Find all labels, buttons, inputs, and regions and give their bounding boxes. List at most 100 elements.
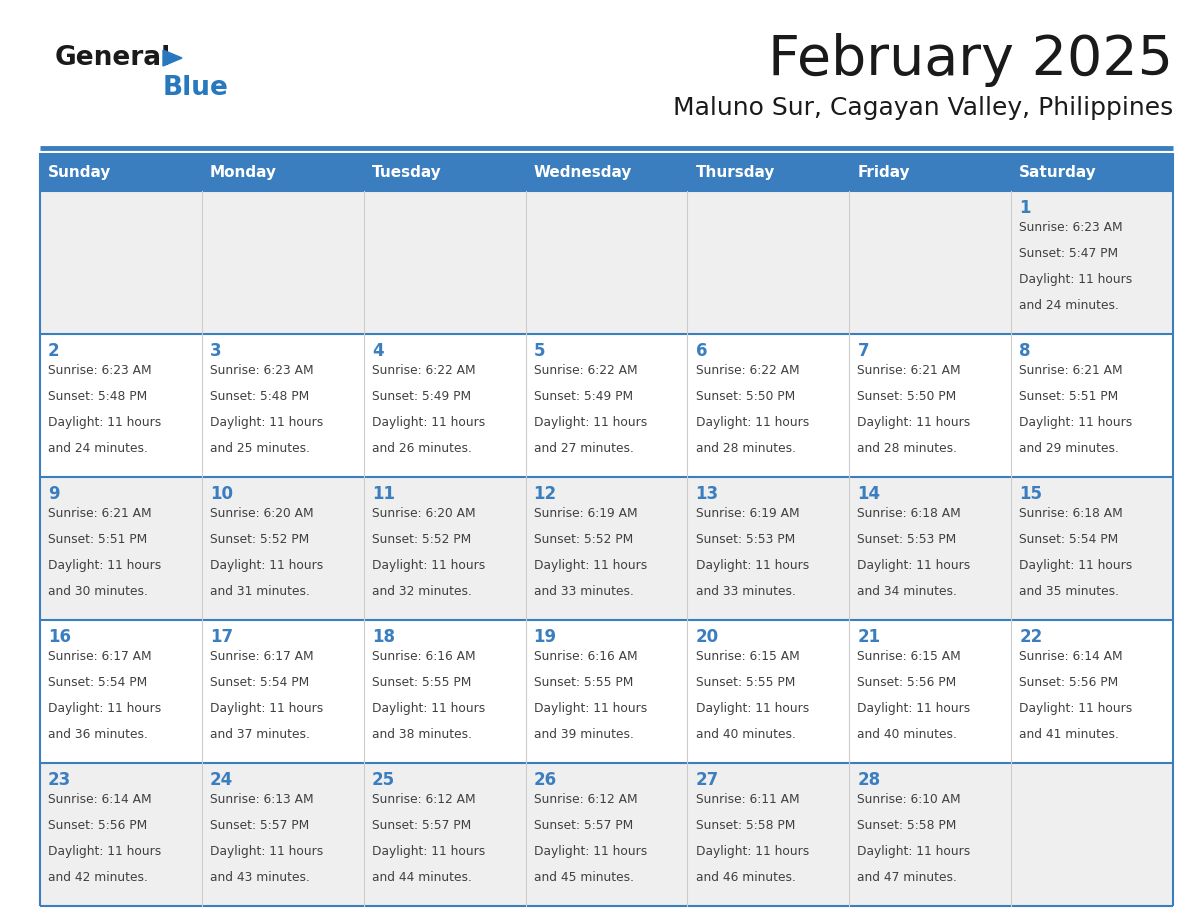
Text: Sunrise: 6:14 AM: Sunrise: 6:14 AM <box>48 793 152 806</box>
Text: Sunset: 5:54 PM: Sunset: 5:54 PM <box>48 676 147 689</box>
Text: 27: 27 <box>695 771 719 789</box>
Text: Daylight: 11 hours: Daylight: 11 hours <box>48 702 162 715</box>
Text: 9: 9 <box>48 485 59 503</box>
Text: Sunday: Sunday <box>48 164 112 180</box>
Text: and 35 minutes.: and 35 minutes. <box>1019 585 1119 598</box>
Text: 16: 16 <box>48 628 71 646</box>
Text: Daylight: 11 hours: Daylight: 11 hours <box>533 845 647 858</box>
Text: Daylight: 11 hours: Daylight: 11 hours <box>695 559 809 572</box>
Bar <box>40 191 1173 334</box>
Text: and 40 minutes.: and 40 minutes. <box>858 728 958 741</box>
Text: Daylight: 11 hours: Daylight: 11 hours <box>48 416 162 429</box>
Text: Daylight: 11 hours: Daylight: 11 hours <box>858 702 971 715</box>
Text: Sunrise: 6:20 AM: Sunrise: 6:20 AM <box>210 507 314 520</box>
Text: 25: 25 <box>372 771 394 789</box>
Bar <box>40 477 1173 620</box>
Text: Sunset: 5:55 PM: Sunset: 5:55 PM <box>372 676 472 689</box>
Text: Sunrise: 6:12 AM: Sunrise: 6:12 AM <box>372 793 475 806</box>
Text: and 34 minutes.: and 34 minutes. <box>858 585 958 598</box>
Text: Daylight: 11 hours: Daylight: 11 hours <box>1019 559 1132 572</box>
Text: and 25 minutes.: and 25 minutes. <box>210 442 310 455</box>
Text: Daylight: 11 hours: Daylight: 11 hours <box>695 845 809 858</box>
Text: and 41 minutes.: and 41 minutes. <box>1019 728 1119 741</box>
Text: Sunset: 5:55 PM: Sunset: 5:55 PM <box>695 676 795 689</box>
Text: Daylight: 11 hours: Daylight: 11 hours <box>48 559 162 572</box>
Text: Sunset: 5:50 PM: Sunset: 5:50 PM <box>858 390 956 403</box>
Text: Daylight: 11 hours: Daylight: 11 hours <box>210 559 323 572</box>
Text: General: General <box>55 45 171 71</box>
Text: Sunrise: 6:23 AM: Sunrise: 6:23 AM <box>1019 221 1123 234</box>
Text: Sunset: 5:49 PM: Sunset: 5:49 PM <box>372 390 470 403</box>
Text: Sunrise: 6:19 AM: Sunrise: 6:19 AM <box>695 507 800 520</box>
Text: Sunrise: 6:14 AM: Sunrise: 6:14 AM <box>1019 650 1123 663</box>
Text: Sunset: 5:49 PM: Sunset: 5:49 PM <box>533 390 633 403</box>
Text: Daylight: 11 hours: Daylight: 11 hours <box>372 702 485 715</box>
Text: Daylight: 11 hours: Daylight: 11 hours <box>858 845 971 858</box>
Text: Daylight: 11 hours: Daylight: 11 hours <box>210 702 323 715</box>
Text: Sunset: 5:51 PM: Sunset: 5:51 PM <box>1019 390 1118 403</box>
Text: Daylight: 11 hours: Daylight: 11 hours <box>210 416 323 429</box>
Text: 20: 20 <box>695 628 719 646</box>
Text: Sunset: 5:53 PM: Sunset: 5:53 PM <box>695 533 795 546</box>
Text: Thursday: Thursday <box>695 164 775 180</box>
Text: 14: 14 <box>858 485 880 503</box>
Text: and 44 minutes.: and 44 minutes. <box>372 871 472 884</box>
Text: and 33 minutes.: and 33 minutes. <box>695 585 796 598</box>
Text: Maluno Sur, Cagayan Valley, Philippines: Maluno Sur, Cagayan Valley, Philippines <box>672 96 1173 120</box>
Text: and 28 minutes.: and 28 minutes. <box>858 442 958 455</box>
Text: Daylight: 11 hours: Daylight: 11 hours <box>1019 702 1132 715</box>
Text: Daylight: 11 hours: Daylight: 11 hours <box>372 416 485 429</box>
Text: Daylight: 11 hours: Daylight: 11 hours <box>210 845 323 858</box>
Text: Sunset: 5:58 PM: Sunset: 5:58 PM <box>858 819 956 832</box>
Text: Friday: Friday <box>858 164 910 180</box>
Text: Sunrise: 6:18 AM: Sunrise: 6:18 AM <box>1019 507 1123 520</box>
Text: and 43 minutes.: and 43 minutes. <box>210 871 310 884</box>
Text: and 33 minutes.: and 33 minutes. <box>533 585 633 598</box>
Text: 3: 3 <box>210 342 222 360</box>
Bar <box>40 763 1173 906</box>
Text: and 40 minutes.: and 40 minutes. <box>695 728 796 741</box>
Text: 23: 23 <box>48 771 71 789</box>
Text: 4: 4 <box>372 342 384 360</box>
Text: Sunset: 5:50 PM: Sunset: 5:50 PM <box>695 390 795 403</box>
Text: 21: 21 <box>858 628 880 646</box>
Text: Sunset: 5:56 PM: Sunset: 5:56 PM <box>858 676 956 689</box>
Text: Sunrise: 6:23 AM: Sunrise: 6:23 AM <box>48 364 152 377</box>
Text: and 32 minutes.: and 32 minutes. <box>372 585 472 598</box>
Text: 24: 24 <box>210 771 233 789</box>
Text: Sunrise: 6:21 AM: Sunrise: 6:21 AM <box>858 364 961 377</box>
Text: 17: 17 <box>210 628 233 646</box>
Text: Sunrise: 6:21 AM: Sunrise: 6:21 AM <box>1019 364 1123 377</box>
Bar <box>40 153 1173 191</box>
Text: Sunset: 5:57 PM: Sunset: 5:57 PM <box>210 819 309 832</box>
Text: Sunrise: 6:12 AM: Sunrise: 6:12 AM <box>533 793 637 806</box>
Text: and 38 minutes.: and 38 minutes. <box>372 728 472 741</box>
Text: Daylight: 11 hours: Daylight: 11 hours <box>695 416 809 429</box>
Text: 5: 5 <box>533 342 545 360</box>
Text: 15: 15 <box>1019 485 1042 503</box>
Text: Sunrise: 6:21 AM: Sunrise: 6:21 AM <box>48 507 152 520</box>
Text: Sunset: 5:52 PM: Sunset: 5:52 PM <box>210 533 309 546</box>
Text: 7: 7 <box>858 342 868 360</box>
Text: Sunrise: 6:22 AM: Sunrise: 6:22 AM <box>533 364 637 377</box>
Text: Sunrise: 6:19 AM: Sunrise: 6:19 AM <box>533 507 637 520</box>
Text: and 47 minutes.: and 47 minutes. <box>858 871 958 884</box>
Text: Sunset: 5:56 PM: Sunset: 5:56 PM <box>48 819 147 832</box>
Bar <box>40 620 1173 763</box>
Text: 12: 12 <box>533 485 557 503</box>
Text: Sunrise: 6:17 AM: Sunrise: 6:17 AM <box>48 650 152 663</box>
Text: and 46 minutes.: and 46 minutes. <box>695 871 796 884</box>
Text: Sunset: 5:57 PM: Sunset: 5:57 PM <box>372 819 472 832</box>
Text: Sunrise: 6:17 AM: Sunrise: 6:17 AM <box>210 650 314 663</box>
Text: 1: 1 <box>1019 199 1031 217</box>
Text: and 28 minutes.: and 28 minutes. <box>695 442 796 455</box>
Text: 18: 18 <box>372 628 394 646</box>
Text: and 36 minutes.: and 36 minutes. <box>48 728 148 741</box>
Text: Sunset: 5:52 PM: Sunset: 5:52 PM <box>372 533 472 546</box>
Text: and 30 minutes.: and 30 minutes. <box>48 585 148 598</box>
Text: 8: 8 <box>1019 342 1031 360</box>
Text: Sunrise: 6:11 AM: Sunrise: 6:11 AM <box>695 793 800 806</box>
Bar <box>40 334 1173 477</box>
Text: Daylight: 11 hours: Daylight: 11 hours <box>533 702 647 715</box>
Text: Daylight: 11 hours: Daylight: 11 hours <box>695 702 809 715</box>
